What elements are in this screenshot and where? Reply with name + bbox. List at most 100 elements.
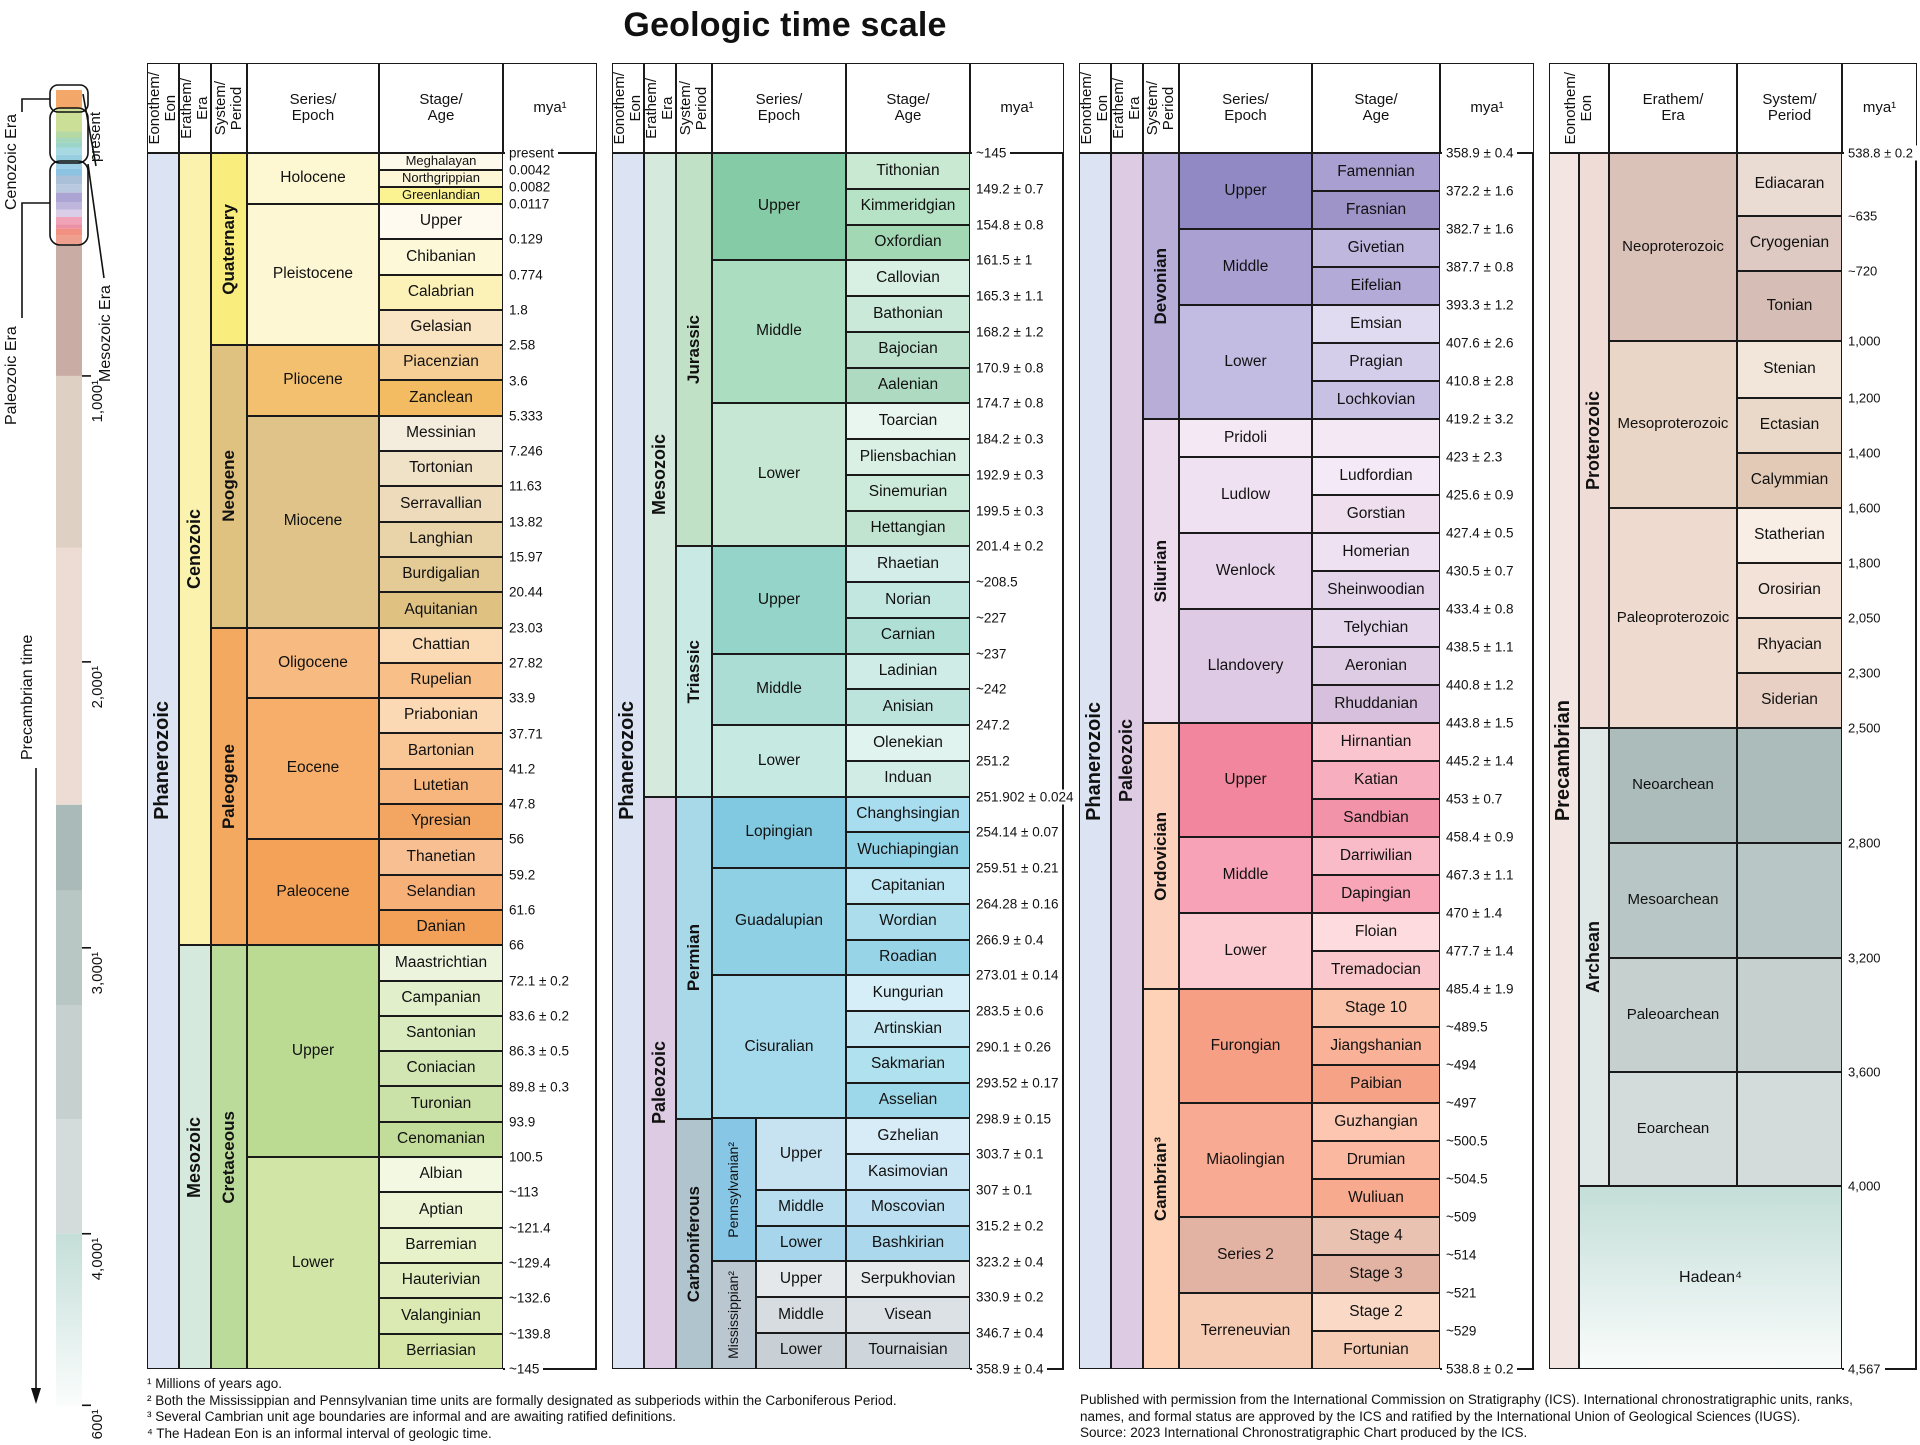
rotated-label: Paleozoic	[1116, 719, 1137, 803]
tick-label-present: present	[87, 111, 104, 162]
period-cell	[1737, 843, 1842, 958]
mya-value: ~514	[1442, 1247, 1481, 1263]
mya-value: ~529	[1442, 1323, 1481, 1339]
stage-cell: Rupelian	[379, 662, 503, 699]
stage-column: Givetian Eifelian	[1312, 229, 1440, 305]
period-column: Devonian Silurian Ordovician Cambrian³	[1143, 153, 1179, 1369]
stage-cell: Bartonian	[379, 733, 503, 769]
stage-cell: Aptian	[379, 1192, 503, 1228]
stage-cell: Cenomanian	[379, 1121, 503, 1158]
series-block: Lopingian Changhsingian Wuchiapingian	[712, 796, 970, 869]
stage-cell: Changhsingian	[846, 796, 970, 833]
mya-value: 382.7 ± 1.6	[1442, 221, 1518, 237]
stage-cell: Drumian	[1312, 1141, 1440, 1179]
mya-value: 15.97	[505, 549, 547, 565]
series-block: Pridoli	[1179, 419, 1440, 457]
stage-cell: Burdigalian	[379, 556, 503, 593]
period-cell: Tonian	[1737, 271, 1842, 341]
timeline-segment	[56, 1119, 82, 1234]
series-block: Llandovery Telychian Aeronian Rhuddanian	[1179, 609, 1440, 723]
stage-column: Chattian Rupelian	[379, 627, 503, 699]
series-cell: Miaolingian	[1179, 1103, 1312, 1217]
mya-value: 61.6	[505, 902, 540, 918]
time-scale-panel-precambrian: Eonothem/ Eon Erathem/ Era System/ Period m…	[1549, 63, 1917, 1377]
footnote: ⁴ The Hadean Eon is an informal interval…	[147, 1425, 492, 1441]
era-cell: Mesoarchean	[1609, 843, 1737, 958]
footnote: ³ Several Cambrian unit age boundaries a…	[147, 1409, 677, 1424]
stage-cell	[1312, 419, 1440, 457]
series-cell: Middle	[756, 1297, 846, 1333]
timeline-segment	[56, 1004, 82, 1120]
series-cell: Upper	[756, 1261, 846, 1298]
rotated-label: Eonothem/ Eon	[1079, 71, 1111, 145]
panel-header: Eonothem/ Eon Erathem/ Era System/ Period m…	[1549, 63, 1917, 153]
era-column: Neoproterozoic Mesoproterozoic Paleoproter…	[1609, 153, 1737, 1186]
stage-column: Olenekian Induan	[846, 725, 970, 797]
stage-cell: Langhian	[379, 521, 503, 557]
stage-cell: Danian	[379, 909, 503, 946]
stage-cell: Gelasian	[379, 309, 503, 346]
rotated-label: Cambrian³	[1150, 1136, 1170, 1222]
header-series: Series/ Epoch	[247, 63, 379, 153]
series-cell: Lower	[756, 1332, 846, 1369]
mya-value: 5.333	[505, 408, 547, 424]
series-block: Pleistocene Upper Chibanian Calabrian Gelasi…	[247, 204, 503, 346]
stage-cell: Stage 2	[1312, 1293, 1440, 1331]
mya-value: 13.82	[505, 514, 547, 530]
series-cell: Upper	[1179, 723, 1312, 837]
mya-value: 303.7 ± 0.1	[972, 1146, 1048, 1162]
header-series: Series/ Epoch	[1179, 63, 1312, 153]
era-column: Mesozoic Paleozoic	[644, 153, 676, 1369]
stage-column: Hirnantian Katian Sandbian	[1312, 723, 1440, 837]
period-cell	[1737, 728, 1842, 843]
header-series: Series/ Epoch	[712, 63, 846, 153]
stage-cell: Stage 4	[1312, 1217, 1440, 1255]
panel-body: Phanerozoic Mesozoic Paleozoic Jurassic Tria…	[612, 145, 1078, 1377]
precambrian-block: Proterozoic Archean Neoproterozoic Mesoprot…	[1579, 153, 1842, 1369]
stage-cell: Oxfordian	[846, 224, 970, 261]
mya-value: 307 ± 0.1	[972, 1182, 1037, 1198]
period-cell: Silurian	[1143, 419, 1179, 723]
stage-cell: Aalenian	[846, 367, 970, 404]
subperiod-block: Pennsylvanian² Upper Gzhelian Kasimovian Mid…	[712, 1118, 970, 1262]
mya-value: 192.9 ± 0.3	[972, 467, 1048, 483]
mya-value: 86.3 ± 0.5	[505, 1043, 573, 1059]
header-stage: Stage/ Age	[379, 63, 503, 153]
stage-column: Famennian Frasnian	[1312, 153, 1440, 229]
mya-value: 247.2	[972, 717, 1014, 733]
period-cell: Cryogenian	[1737, 216, 1842, 271]
mya-value: ~132.6	[505, 1290, 555, 1306]
period-cell: Orosirian	[1737, 563, 1842, 618]
stage-column: Callovian Bathonian Bajocian Aalenian	[846, 260, 970, 404]
stage-cell: Albian	[379, 1157, 503, 1193]
mya-value: ~129.4	[505, 1255, 555, 1271]
series-block: Middle Moscovian	[756, 1189, 970, 1226]
stage-column: Ladinian Anisian	[846, 653, 970, 726]
mya-value: 407.6 ± 2.6	[1442, 335, 1518, 351]
tick-label: 3,000¹	[89, 952, 106, 995]
mya-value: 358.9 ± 0.4	[972, 1361, 1048, 1377]
timeline-segment	[56, 138, 82, 143]
stage-cell: Selandian	[379, 874, 503, 910]
stage-cell: Wuliuan	[1312, 1179, 1440, 1217]
era-cell: Mesozoic	[644, 153, 676, 797]
mya-right-line	[1915, 153, 1917, 1369]
period-column: Jurassic Triassic Permian Carboniferous	[676, 153, 712, 1369]
rotated-label: Erathem/ Era	[179, 77, 211, 139]
period-cell: Neogene	[211, 345, 247, 628]
header-mya: mya¹	[1842, 63, 1917, 153]
header-period: System/ Period	[1737, 63, 1842, 153]
mya-value: 1,000	[1844, 333, 1885, 349]
mya-column: 538.8 ± 0.2 ~635 ~720 1,000 1,200 1,400 1,600 1…	[1842, 145, 1917, 1377]
mya-top-value: 538.8 ± 0.2	[1844, 145, 1917, 161]
eon-row: Proterozoic Archean Neoproterozoic Mesoprot…	[1579, 153, 1842, 1186]
mya-value: 372.2 ± 1.6	[1442, 183, 1518, 199]
tick-label: 2,000¹	[89, 666, 106, 709]
time-scale-panel: Eonothem/ Eon Erathem/ Era System/ Period S…	[147, 63, 597, 1377]
period-cell: Rhyacian	[1737, 618, 1842, 673]
series-block: Furongian Stage 10 Jiangshanian Paibian	[1179, 989, 1440, 1103]
stage-cell: Paibian	[1312, 1065, 1440, 1103]
series-block: Middle Darriwilian Dapingian	[1179, 837, 1440, 913]
period-cell: Stenian	[1737, 341, 1842, 398]
period-cell	[1737, 958, 1842, 1072]
